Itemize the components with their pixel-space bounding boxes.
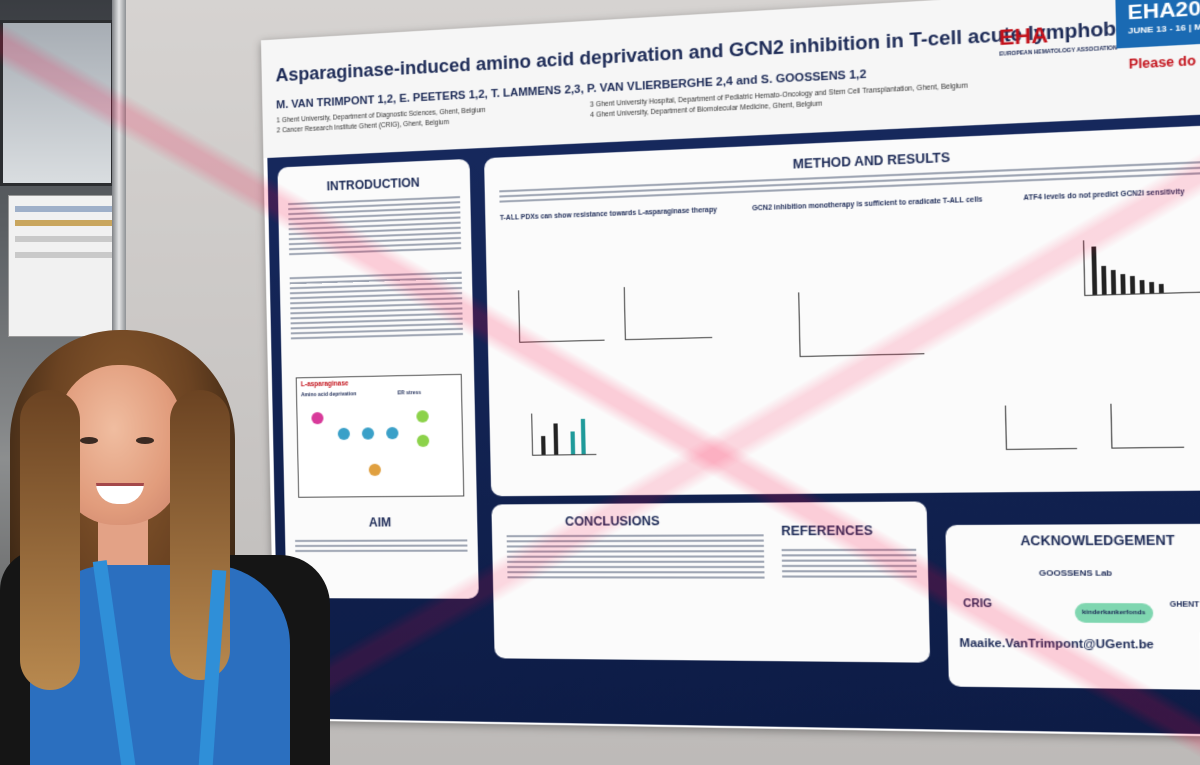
introduction-heading: INTRODUCTION [278,173,470,195]
result-chart [1005,404,1077,450]
conclusions-box: CONCLUSIONS REFERENCES [491,501,930,662]
diagram-node [369,464,381,476]
kinderkankerfonds-logo: kinderkankerfonds [1075,603,1153,623]
neighbor-poster [8,195,122,337]
result-chart [624,284,713,340]
notice-text: Please do not p [1129,51,1200,72]
result-chart [1083,236,1200,296]
eha-logo-text: EHA [999,24,1049,51]
result-chart [531,412,596,455]
result-subtitle-1: T-ALL PDXs can show resistance towards L… [500,207,717,223]
references-text [782,549,917,581]
eha-congress-badge: EHA202 JUNE 13 - 16 | MAD [1115,0,1200,48]
result-chart [1110,403,1184,449]
conclusions-text [507,534,765,582]
result-chart [798,289,924,357]
result-subtitle-3: ATF4 levels do not predict GCN2i sensiti… [1023,188,1184,202]
hall-window [0,20,114,186]
ghent-university-logo: GHENT UNIVERSITY [1170,601,1200,609]
scientific-poster: Asparaginase-induced amino acid deprivat… [261,0,1200,738]
contact-email: Maaike.VanTrimpont@UGent.be [959,637,1154,652]
acknowledgement-heading: ACKNOWLEDGEMENT [946,533,1200,549]
method-results-box: METHOD AND RESULTS T-ALL PDXs can show r… [484,122,1200,497]
references-heading: REFERENCES [781,523,927,538]
presenter-person [0,330,330,765]
diagram-node [416,410,429,422]
result-chart [518,288,605,343]
diagram-node [338,428,350,440]
diagram-subtitle-2: ER stress [398,390,422,397]
hair-strand [20,390,80,690]
result-subtitle-2: GCN2 inhibition monotherapy is sufficien… [752,196,983,212]
poster-body: INTRODUCTION L-asparaginase Amino acid d… [267,110,1200,736]
acknowledgement-box: ACKNOWLEDGEMENT GOOSSENS Lab CRIG GHENT … [945,524,1200,691]
diagram-node [417,435,430,447]
diagram-node [386,427,398,439]
smile [96,483,144,504]
goossens-lab-logo: GOOSSENS Lab [1039,568,1112,578]
crig-logo: CRIG [963,598,992,610]
eye [80,437,98,444]
eha-logo: EHA EUROPEAN HEMATOLOGY ASSOCIATION [999,20,1118,58]
introduction-text [288,196,461,258]
eye [136,437,154,444]
diagram-node [362,427,374,439]
